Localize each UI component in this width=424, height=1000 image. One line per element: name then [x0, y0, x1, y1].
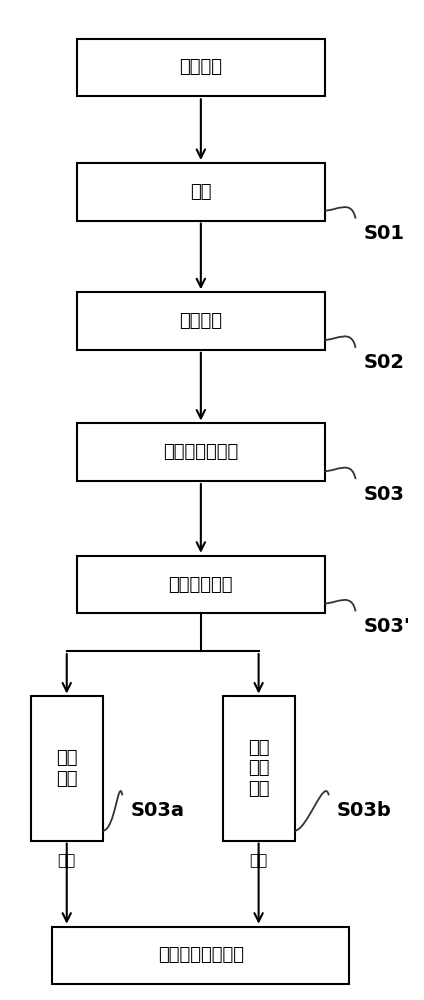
Text: 输出: 输出: [249, 853, 268, 868]
Bar: [77, 163, 325, 221]
Text: 定向耆合: 定向耆合: [179, 312, 222, 330]
Text: S01: S01: [364, 224, 405, 243]
Text: 选择输出通道: 选择输出通道: [169, 576, 233, 594]
Text: S03: S03: [364, 485, 405, 504]
Bar: [77, 556, 325, 613]
Bar: [77, 292, 325, 350]
Bar: [77, 39, 325, 96]
Text: S02: S02: [364, 353, 405, 372]
Text: S03b: S03b: [337, 801, 392, 820]
Text: S03a: S03a: [131, 801, 185, 820]
Text: 程控
步近
衰减: 程控 步近 衰减: [248, 739, 269, 798]
Text: 主振信号: 主振信号: [179, 58, 222, 76]
Text: 可控
衰减: 可控 衰减: [56, 749, 78, 788]
Text: 多普勒频率调制: 多普勒频率调制: [163, 443, 238, 461]
Bar: [223, 696, 295, 841]
Bar: [52, 927, 349, 984]
Bar: [31, 696, 103, 841]
Text: S03': S03': [364, 617, 411, 636]
Text: 输出: 输出: [58, 853, 76, 868]
Bar: [77, 423, 325, 481]
Text: 衰减: 衰减: [190, 183, 212, 201]
Text: 模拟目标速度信号: 模拟目标速度信号: [158, 946, 244, 964]
